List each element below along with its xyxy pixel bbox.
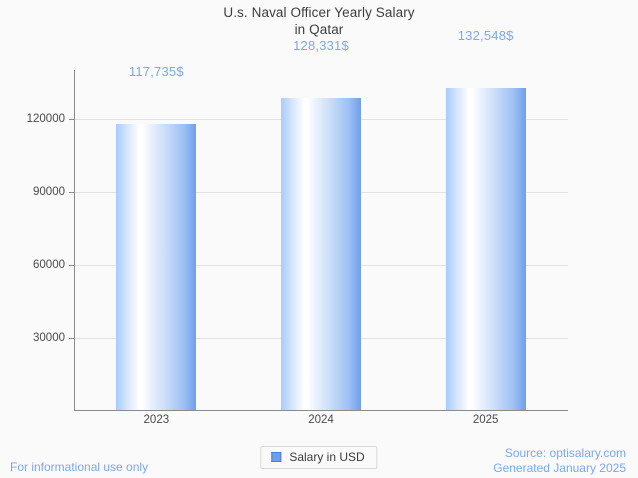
y-axis-tick-mark (69, 264, 74, 266)
y-axis-tick-mark (69, 118, 74, 120)
footer-source-block: Source: optisalary.com Generated January… (493, 446, 626, 476)
bar-fill (281, 98, 361, 410)
footer-disclaimer: For informational use only (10, 460, 149, 474)
y-axis-line (74, 70, 75, 411)
footer-generated-date: Generated January 2025 (493, 461, 626, 475)
bar-fill (116, 124, 197, 410)
chart-title-line-1: U.s. Naval Officer Yearly Salary (223, 5, 415, 20)
bar-value-label-2025: 132,548$ (457, 28, 514, 44)
y-axis-tick-label: 60000 (33, 258, 65, 271)
bar-2025[interactable] (445, 88, 526, 410)
y-axis-tick-label: 90000 (33, 185, 65, 198)
y-axis-tick-mark (69, 191, 74, 193)
x-axis-line (74, 410, 568, 411)
chart-legend[interactable]: Salary in USD (260, 446, 378, 469)
chart-title: U.s. Naval Officer Yearly Salary in Qata… (0, 4, 638, 38)
bar-value-label-2023: 117,735$ (128, 64, 184, 80)
bar-2023[interactable] (116, 124, 197, 410)
plot-area: 30000 60000 90000 120000 117,735$ 128,331$ 13… (27, 28, 568, 426)
y-axis-tick-label: 120000 (26, 112, 65, 125)
footer-source: Source: optisalary.com (504, 446, 626, 460)
x-axis-tick-label-2023: 2023 (143, 414, 170, 426)
bar-fill (445, 88, 526, 410)
y-axis-tick-label: 30000 (33, 331, 65, 344)
chart-title-line-2: in Qatar (294, 22, 344, 37)
legend-label-salary-in-usd: Salary in USD (289, 450, 365, 464)
bar-value-label-2024: 128,331$ (293, 38, 349, 54)
bar-2024[interactable] (281, 98, 361, 410)
legend-swatch-salary-in-usd (271, 452, 282, 462)
x-axis-tick-label-2024: 2024 (308, 414, 334, 426)
x-axis-tick-label-2025: 2025 (472, 414, 499, 426)
y-axis-tick-mark (69, 337, 74, 339)
